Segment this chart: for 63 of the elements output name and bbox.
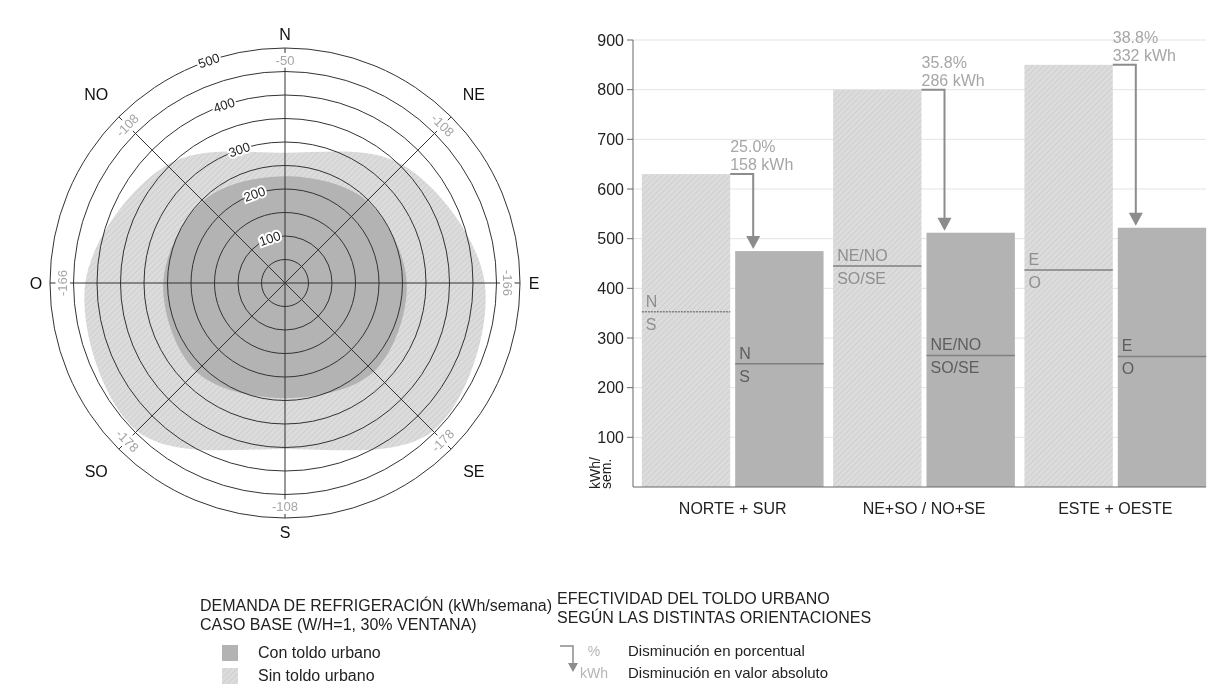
y-tick-label: 700 bbox=[597, 130, 625, 148]
text: Disminución en porcentual bbox=[628, 642, 805, 659]
text: -178 bbox=[428, 426, 458, 456]
text: % bbox=[587, 643, 601, 659]
bar bbox=[926, 232, 1015, 487]
text: -166 bbox=[500, 269, 516, 297]
y-tick-label: 800 bbox=[597, 81, 625, 99]
y-tick-label: 300 bbox=[226, 139, 253, 161]
spoke-label: SE bbox=[463, 463, 485, 481]
x-tick-label: NE+SO / NO+SE bbox=[862, 500, 986, 517]
text: -178 bbox=[112, 426, 142, 456]
text: -108 bbox=[112, 110, 142, 140]
y-tick-label: 100 bbox=[257, 227, 283, 250]
text: kWh bbox=[580, 665, 608, 681]
bar bbox=[833, 89, 922, 487]
annotation: S bbox=[645, 315, 657, 333]
spoke-label: NE bbox=[462, 85, 485, 103]
text: -108 bbox=[428, 110, 458, 140]
annotation: 25.0% 158 kWh bbox=[730, 138, 794, 174]
y-tick-label: 500 bbox=[196, 50, 222, 72]
annotation: N bbox=[739, 344, 751, 362]
text: Disminución en valor absoluto bbox=[628, 664, 829, 681]
annotation: SO/SE bbox=[930, 359, 980, 377]
annotation: SO/SE bbox=[837, 269, 887, 287]
annotation: NE/NO bbox=[930, 336, 982, 354]
annotation: S bbox=[739, 367, 750, 385]
x-tick-label: ESTE + OESTE bbox=[1058, 500, 1173, 517]
y-axis-title: kWh/ sem. bbox=[587, 457, 614, 489]
legend-label: Sin toldo urbano bbox=[258, 667, 375, 684]
annotation: NE/NO bbox=[837, 246, 888, 264]
x-tick-label: NORTE + SUR bbox=[678, 500, 787, 517]
y-tick-label: 200 bbox=[241, 183, 268, 205]
text: CASO BASE (W/H=1, 30% VENTANA) bbox=[200, 616, 477, 633]
text: DEMANDA DE REFRIGERACIÓN (kWh/semana) bbox=[200, 596, 553, 614]
y-tick-label: 100 bbox=[597, 428, 625, 446]
text: EFECTIVIDAD DEL TOLDO URBANO bbox=[557, 590, 830, 607]
annotation: 38.8% 332 kWh bbox=[1112, 28, 1176, 64]
annotation: 35.8% 286 kWh bbox=[921, 53, 985, 89]
y-tick-label: 200 bbox=[597, 379, 625, 397]
annotation: O bbox=[1028, 273, 1041, 291]
spoke-label: SO bbox=[84, 463, 108, 481]
y-tick-label: 400 bbox=[597, 279, 625, 297]
y-tick-label: 600 bbox=[597, 180, 625, 198]
bar bbox=[735, 251, 824, 487]
annotation: E bbox=[1028, 250, 1040, 268]
text: -166 bbox=[54, 269, 70, 297]
text: SEGÚN LAS DISTINTAS ORIENTACIONES bbox=[557, 608, 872, 626]
y-tick-label: 900 bbox=[597, 31, 625, 49]
bar bbox=[1117, 227, 1207, 487]
spoke-label: NO bbox=[84, 85, 109, 103]
spoke-label: S bbox=[279, 523, 291, 541]
legend-label: Con toldo urbano bbox=[258, 644, 381, 661]
annotation: O bbox=[1121, 360, 1135, 378]
y-tick-label: 400 bbox=[211, 94, 237, 116]
spoke-label: N bbox=[279, 25, 291, 43]
annotation: N bbox=[645, 292, 658, 310]
spoke-label: E bbox=[528, 274, 540, 292]
bar bbox=[1024, 64, 1113, 487]
y-tick-label: 300 bbox=[597, 329, 625, 347]
bar bbox=[641, 174, 731, 487]
y-tick-label: 500 bbox=[597, 230, 625, 248]
annotation: E bbox=[1121, 337, 1133, 355]
spoke-label: O bbox=[29, 274, 43, 292]
